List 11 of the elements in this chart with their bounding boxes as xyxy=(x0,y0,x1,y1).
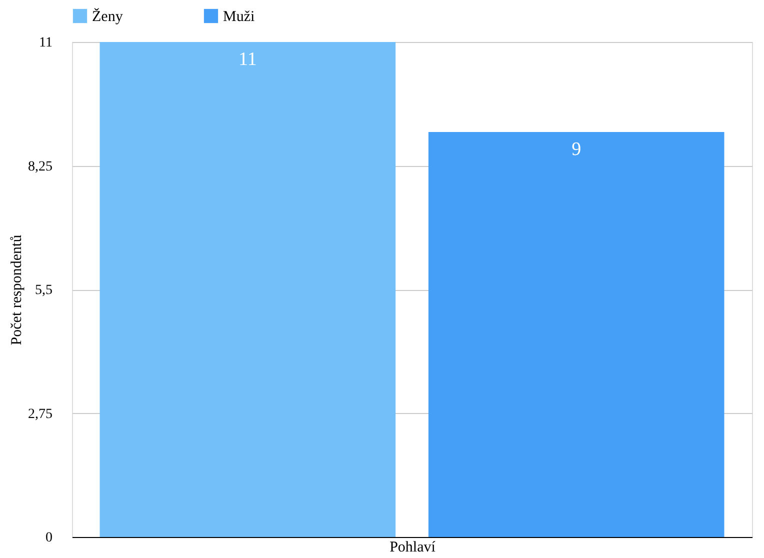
x-axis-title: Pohlaví xyxy=(390,540,436,556)
y-tick-label: 8,25 xyxy=(28,159,52,174)
legend-label: Muži xyxy=(223,9,255,25)
y-tick-label: 5,5 xyxy=(35,283,52,298)
y-tick-label: 0 xyxy=(46,530,52,546)
legend-label: Ženy xyxy=(92,8,124,25)
y-axis-title: Počet respondentů xyxy=(9,234,25,346)
data-label: 9 xyxy=(572,139,582,160)
y-tick-label: 11 xyxy=(39,36,52,50)
data-label: 11 xyxy=(238,49,257,70)
y-tick-label: 2,75 xyxy=(28,406,52,422)
